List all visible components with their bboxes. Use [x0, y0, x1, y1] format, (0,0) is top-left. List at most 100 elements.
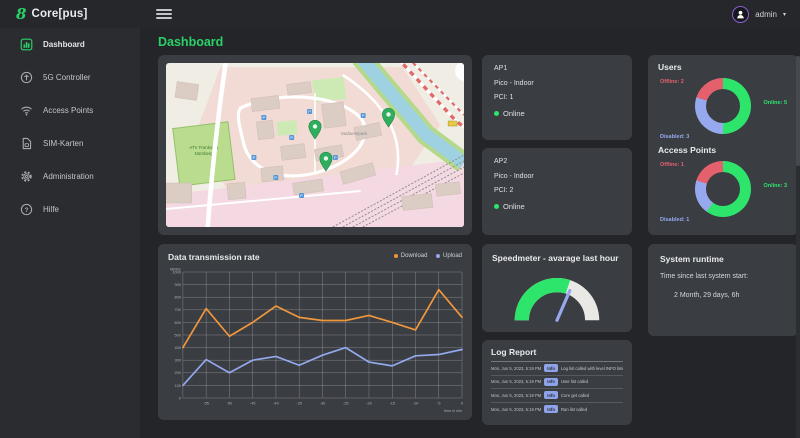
access-points-donut: [695, 161, 751, 217]
log-level-badge: Info: [544, 405, 558, 414]
topbar: 8 Core[pus] admin ▾: [0, 0, 800, 28]
map-pin[interactable]: [308, 119, 322, 140]
map-pin[interactable]: [382, 107, 395, 128]
svg-text:-55: -55: [203, 400, 209, 405]
users-donut: [695, 78, 751, 134]
ap1-panel: AP1 Pico - Indoor PCI: 1 Online: [482, 55, 632, 140]
log-time: Mon, Jun 5, 2023, 5:19 PM: [491, 379, 542, 385]
download-legend-dot: [394, 254, 399, 258]
svg-text:-15: -15: [389, 400, 395, 405]
log-time: Mon, Jun 5, 2023, 5:19 PM: [491, 392, 542, 398]
sidebar-item-label: SIM-Karten: [43, 139, 84, 148]
transmission-chart-panel: Data transmission rate Download Upload 0…: [158, 244, 472, 420]
svg-text:P: P: [263, 115, 266, 120]
ap-name: AP2: [494, 158, 508, 165]
log-level-badge: Info: [544, 377, 558, 386]
svg-text:-35: -35: [296, 400, 302, 405]
svg-text:P: P: [308, 109, 311, 114]
sidebar: Dashboard 5G Controller Access Points SI…: [0, 28, 140, 438]
svg-text:-10: -10: [413, 400, 419, 405]
svg-text:1000: 1000: [172, 269, 181, 274]
log-message: User list called: [560, 379, 589, 385]
log-time: Mon, Jun 5, 2023, 5:19 PM: [491, 406, 542, 412]
users-offline-label: Offline: 2: [660, 79, 684, 85]
aps-disabled-label: Disabled: 1: [660, 217, 690, 223]
ap-pci: PCI: 1: [494, 94, 514, 101]
chevron-down-icon: ▾: [782, 11, 786, 18]
svg-text:P: P: [334, 155, 337, 160]
log-level-badge: Info: [544, 391, 558, 400]
map-park-label-1: ATV Frankonia: [189, 145, 218, 150]
gauge-needle: [555, 288, 572, 322]
svg-text:MBit/s: MBit/s: [170, 266, 181, 271]
page-title: Dashboard: [158, 35, 224, 49]
access-points-chart: Offline: 1 Online: 3 Disabled: 1: [658, 157, 788, 223]
runtime-value: 2 Month, 29 days, 6h: [674, 292, 740, 299]
svg-text:400: 400: [174, 345, 180, 350]
log-row[interactable]: Mon, Jun 5, 2023, 5:19 PM Info Log list …: [491, 362, 623, 376]
sidebar-item-hilfe[interactable]: ? Hilfe: [0, 193, 140, 226]
users-chart-title: Users: [658, 62, 682, 72]
sidebar-item-label: Dashboard: [43, 40, 85, 49]
sidebar-item-sim-karten[interactable]: SIM-Karten: [0, 127, 140, 160]
dashboard-icon: [20, 38, 33, 51]
map-park: [172, 121, 236, 187]
map[interactable]: ATV Frankonia Nürnberg: [166, 63, 464, 227]
log-message: Core get called: [560, 392, 590, 398]
users-chart: Offline: 2 Online: 5 Disabled: 3: [658, 74, 788, 140]
hamburger-menu-icon[interactable]: [156, 6, 172, 21]
scrollbar[interactable]: [796, 56, 800, 438]
transmission-chart-title: Data transmission rate: [168, 252, 260, 262]
svg-text:-25: -25: [343, 400, 349, 405]
log-row[interactable]: Mon, Jun 5, 2023, 5:19 PM Info Ran list …: [491, 403, 623, 417]
svg-text:500: 500: [174, 332, 180, 337]
brand[interactable]: 8 Core[pus]: [0, 6, 140, 22]
user-menu[interactable]: admin ▾: [732, 5, 800, 23]
svg-text:-30: -30: [320, 400, 326, 405]
svg-text:0: 0: [461, 400, 463, 405]
svg-text:-40: -40: [273, 400, 279, 405]
sidebar-item-label: 5G Controller: [43, 73, 91, 82]
person-icon: [737, 10, 744, 18]
scrollbar-thumb[interactable]: [796, 56, 800, 166]
ap2-panel: AP2 Pico - Indoor PCI: 2 Online: [482, 148, 632, 235]
log-report-title: Log Report: [491, 347, 623, 362]
sidebar-item-administration[interactable]: Administration: [0, 160, 140, 193]
aps-chart-title: Access Points: [658, 145, 717, 155]
svg-text:-5: -5: [437, 400, 440, 405]
log-row[interactable]: Mon, Jun 5, 2023, 5:19 PM Info User list…: [491, 376, 623, 389]
sim-card-icon: [22, 137, 32, 150]
users-disabled-label: Disabled: 3: [660, 134, 690, 140]
wifi-icon: [21, 106, 32, 116]
ap-name: AP1: [494, 65, 508, 72]
ap-status-label: Online: [503, 201, 525, 211]
svg-text:-20: -20: [366, 400, 372, 405]
download-legend-label: Download: [400, 253, 428, 259]
svg-text:200: 200: [174, 370, 180, 375]
svg-text:0: 0: [179, 395, 181, 400]
svg-text:100: 100: [174, 383, 180, 388]
upload-legend-label: Upload: [442, 253, 462, 259]
runtime-caption: Time since last system start:: [660, 273, 749, 280]
map-pin[interactable]: [319, 151, 333, 172]
main-content: Dashboard ATV Frankonia Nürnberg: [140, 28, 800, 438]
sidebar-item-dashboard[interactable]: Dashboard: [0, 28, 140, 61]
svg-text:800: 800: [174, 295, 180, 300]
brand-name: Core[pus]: [31, 8, 88, 20]
svg-text:300: 300: [174, 358, 180, 363]
svg-text:P: P: [290, 135, 293, 140]
map-parking-icons: P P P P P P P P: [251, 109, 366, 198]
log-row[interactable]: Mon, Jun 5, 2023, 5:19 PM Info Core get …: [491, 389, 623, 403]
svg-text:P: P: [253, 155, 256, 160]
sidebar-item-access-points[interactable]: Access Points: [0, 94, 140, 127]
avatar: [732, 5, 750, 23]
log-level-badge: Info: [544, 364, 558, 373]
sidebar-item-5g-controller[interactable]: 5G Controller: [0, 61, 140, 94]
help-icon: ?: [20, 203, 33, 216]
svg-text:700: 700: [174, 307, 180, 312]
svg-text:900: 900: [174, 282, 180, 287]
log-message: Ran list called: [560, 406, 588, 412]
upload-legend-dot: [436, 254, 441, 258]
aps-offline-label: Offline: 1: [660, 162, 684, 168]
